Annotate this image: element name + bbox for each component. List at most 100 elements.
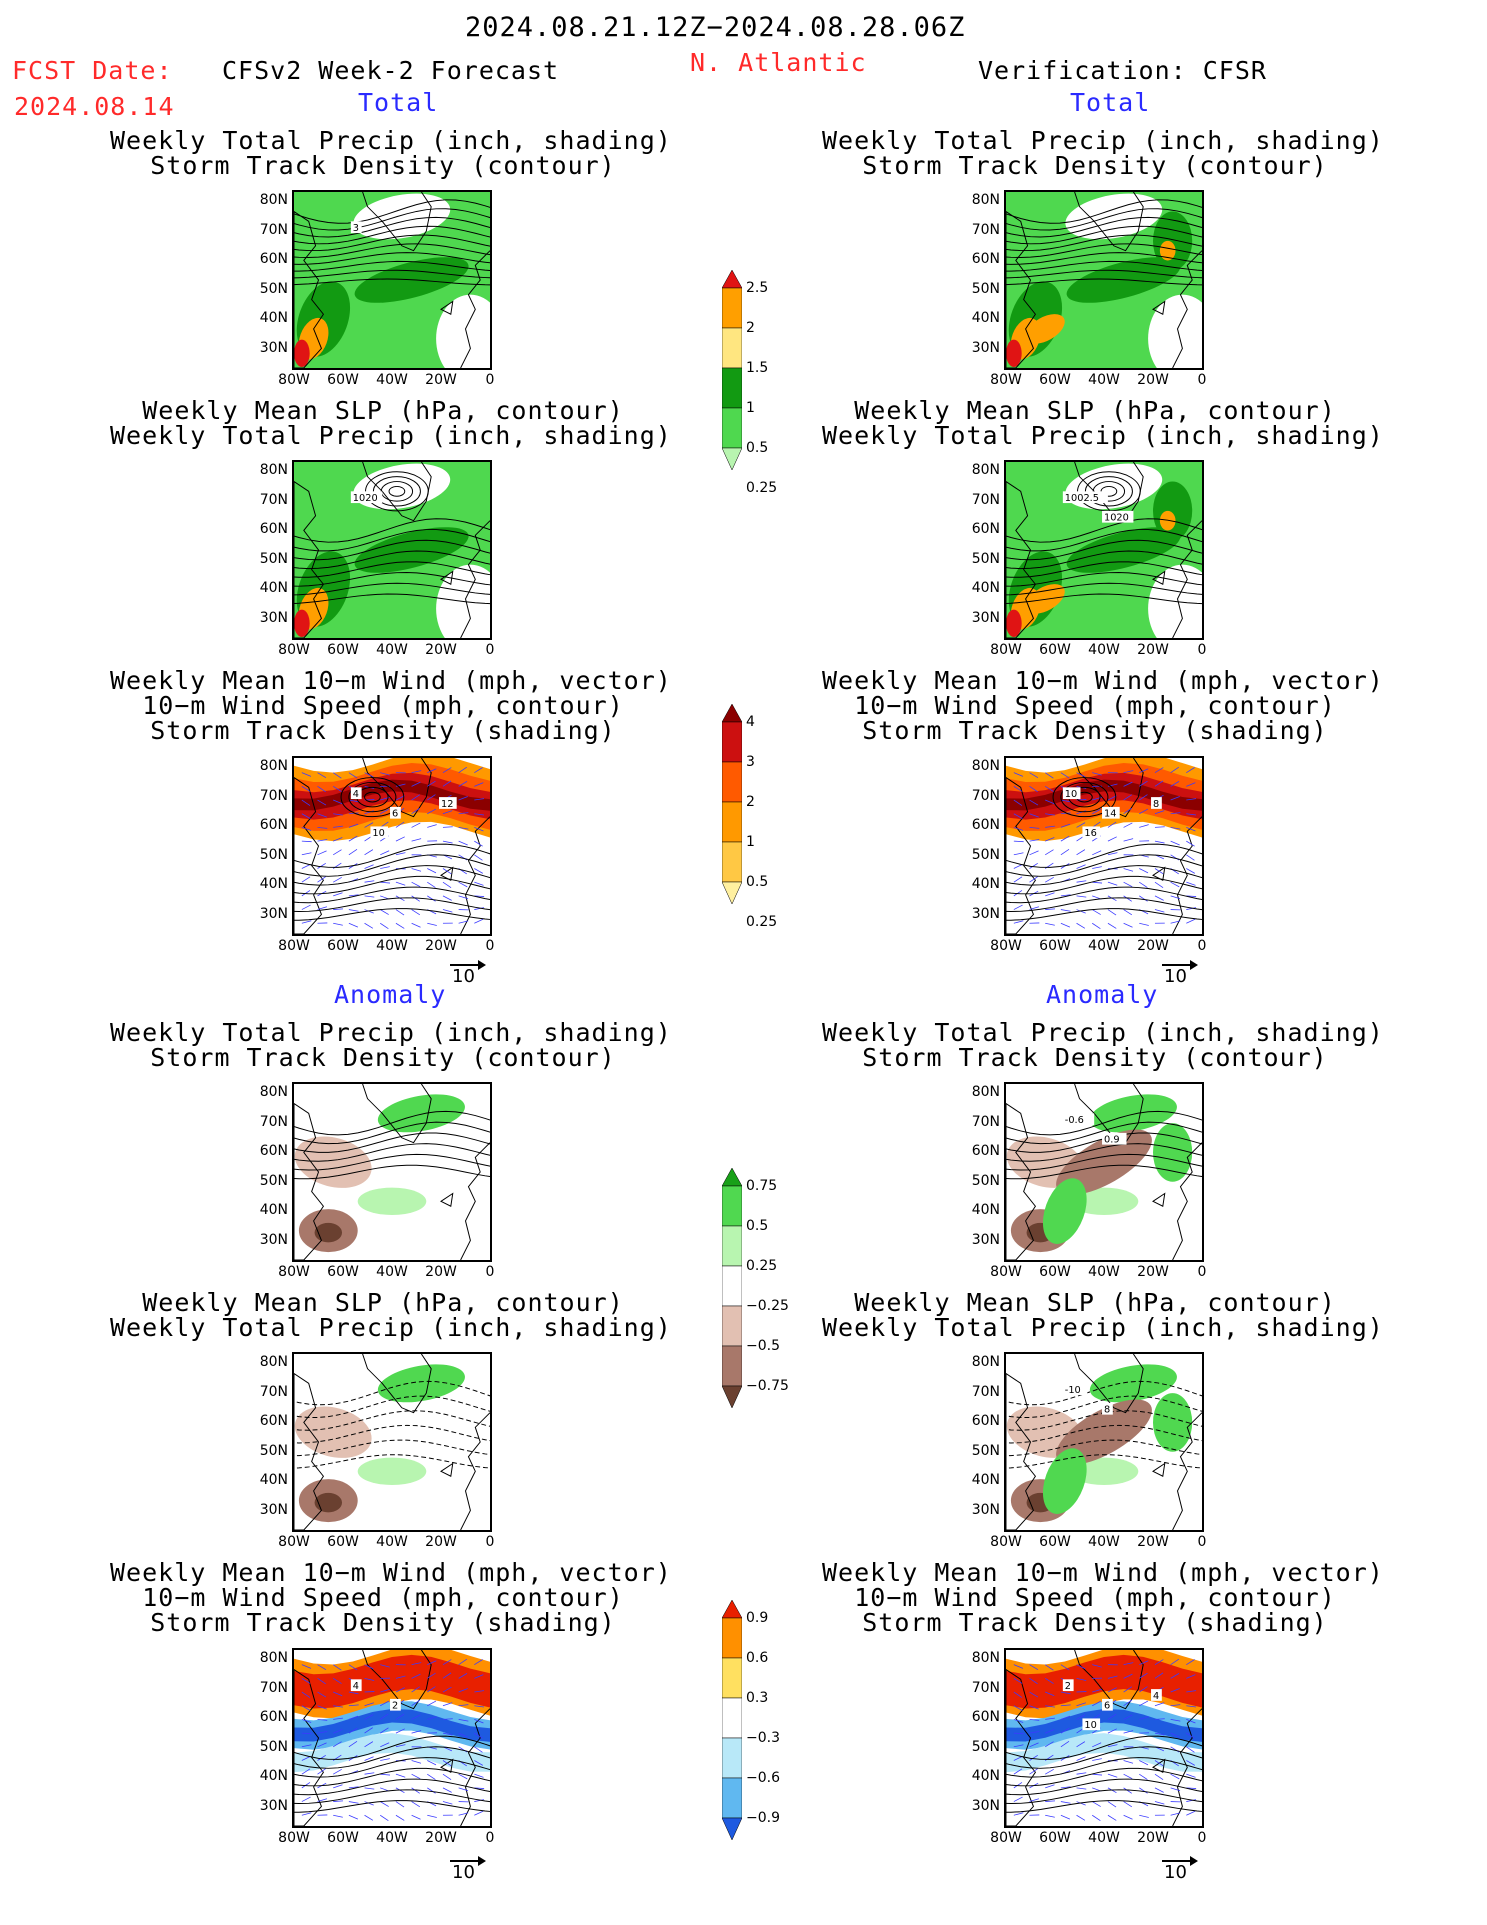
wind-vector [1186,813,1197,816]
lon-tick-label: 40W [1088,938,1120,954]
contour-line [294,550,490,570]
contour-label: 8 [1151,797,1162,810]
wind-vector [332,1664,342,1671]
shading-band [294,772,490,820]
lon-tick-label: 40W [376,1534,408,1550]
wind-vector [474,1810,484,1816]
lon-tick-label: 20W [1137,1534,1169,1550]
lat-tick-label: 50N [971,280,1000,297]
wind-vector [348,922,359,928]
title-line: Weekly Mean 10−m Wind (mph, vector) [110,1558,672,1587]
wind-vector [1013,772,1024,777]
wind-vector [1170,1658,1179,1665]
contour-line [294,1746,490,1769]
lon-tick-label: 60W [1039,1534,1071,1550]
lon-tick-label: 60W [1039,642,1071,658]
wind-vector [333,1705,343,1708]
wind-vector [427,1760,437,1766]
title-line: 10−m Wind Speed (mph, contour) [854,1583,1336,1612]
wind-vector [364,1756,374,1761]
contour-line [294,1132,490,1153]
wind-vector [1186,854,1195,861]
contour-label-text: 1020 [1104,513,1129,524]
contour-label-bg [1082,826,1101,839]
wind-vector [1123,895,1132,902]
wind-vector [380,1758,390,1761]
wind-vector [1186,827,1196,832]
contour-line [294,1800,490,1813]
wind-vector [1045,892,1055,897]
wind-vector [1076,1714,1086,1720]
contour-label-bg [439,797,457,809]
lon-tick-label: 80W [990,1830,1022,1846]
wind-vector [1123,1714,1133,1720]
colorbar-tick-label: 1 [746,834,755,850]
title-line: Weekly Mean SLP (hPa, contour) [142,396,624,425]
wind-vector [364,922,374,929]
wind-vector [1154,1787,1164,1793]
wind-vector [474,1746,483,1753]
lat-tick-label: 30N [259,1797,288,1814]
contour-line [294,1789,490,1805]
shading-region [377,1364,465,1403]
wind-vector [1170,1673,1180,1679]
map-graphic: 1002.5 1020 [1006,462,1202,638]
wind-vector [1186,767,1195,773]
wind-vector [458,766,467,773]
wind-vector [380,909,389,915]
title-line: Storm Track Density (contour) [150,151,616,180]
wind-vector [411,1773,421,1780]
contour-line [1006,1110,1202,1136]
colorbar-segment [722,1737,742,1779]
wind-vector [458,920,469,924]
coastline-europe-africa [1172,1142,1202,1260]
contour-line [1006,1454,1202,1469]
wind-vector [474,868,484,874]
coastline-europe-africa [460,1412,490,1530]
contour-line [1006,216,1202,238]
colorbar-graphic [722,704,742,905]
shading-band [1006,772,1202,820]
wind-vector [1170,881,1180,888]
vector-reference: 10 [450,960,486,987]
wind-vector [1060,772,1070,779]
wind-vector [458,895,469,900]
lat-tick-label: 80N [259,462,288,478]
lat-tick-label: 40N [259,310,288,326]
wind-vector [1045,837,1055,842]
lon-tick-label: 0 [1197,372,1207,388]
wind-vector [317,876,326,883]
wind-vector [1186,895,1197,897]
lat-tick-label: 30N [259,905,288,922]
wind-vector [1060,909,1071,912]
colorbar-tick-label: 1 [746,400,755,416]
wind-vector [333,876,342,883]
contour-line [294,199,490,224]
lat-tick-label: 30N [971,905,1000,922]
wind-vector [1107,1728,1117,1734]
lat-tick-label: 30N [971,1231,1000,1248]
wind-vector [474,1760,484,1766]
coastline-iceland [440,1192,454,1207]
wind-vector [364,1741,374,1748]
wind-vector [442,780,452,787]
contour-label: 10 [1082,1718,1101,1731]
contour-label-bg [1102,806,1120,819]
wind-vector [301,786,311,792]
wind-vector [1139,794,1148,801]
wind-vector [1123,1673,1133,1679]
wind-vector [1123,781,1133,787]
contour-line [294,908,490,921]
title-line: Storm Track Density (shading) [862,716,1328,745]
lat-tick-label: 70N [971,221,1000,238]
title-line: Storm Track Density (contour) [150,1043,616,1072]
shading-region [357,1187,427,1216]
wind-vector [348,1741,358,1748]
lat-tick-label: 50N [259,1738,288,1755]
lat-tick-label: 80N [259,1650,288,1666]
lon-tick-label: 20W [425,938,457,954]
contour-line [1006,1800,1202,1813]
wind-vector [301,852,312,856]
panel-title: Weekly Mean SLP (hPa, contour) Weekly To… [822,396,1383,450]
wind-vector [1107,795,1117,801]
